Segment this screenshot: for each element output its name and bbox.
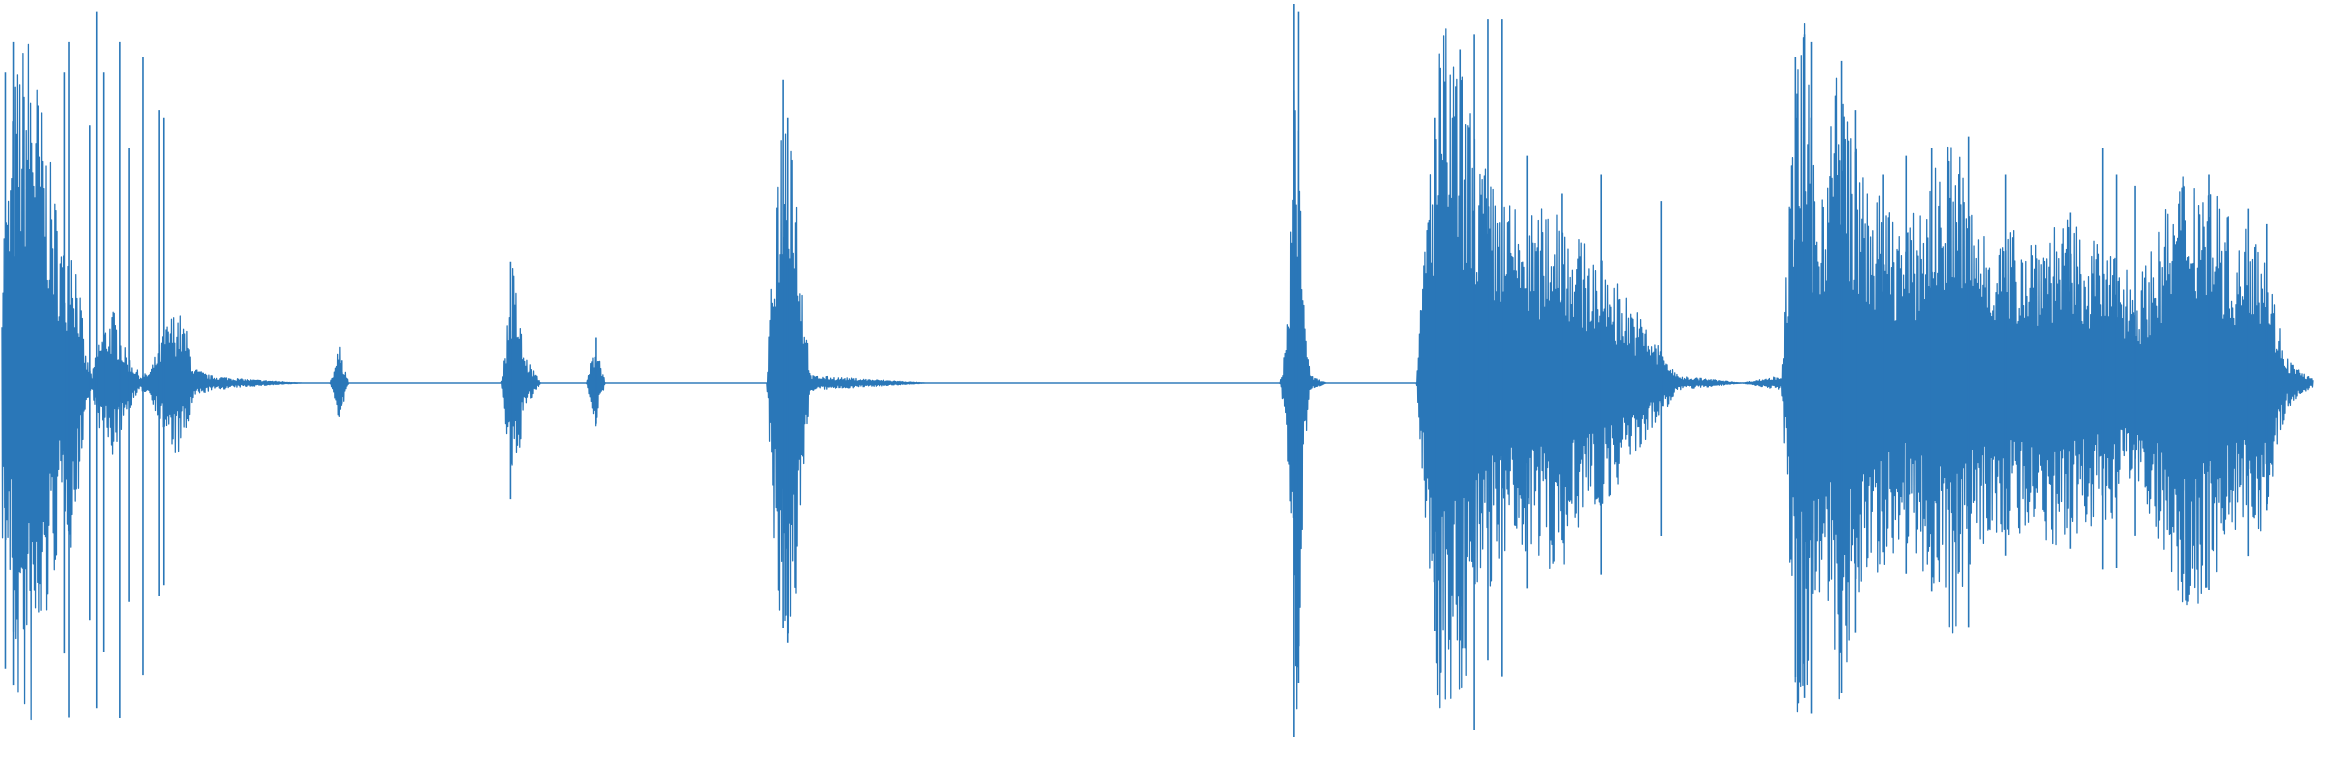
waveform-trace xyxy=(1,22,2314,721)
waveform-plot-area xyxy=(1,4,2314,737)
